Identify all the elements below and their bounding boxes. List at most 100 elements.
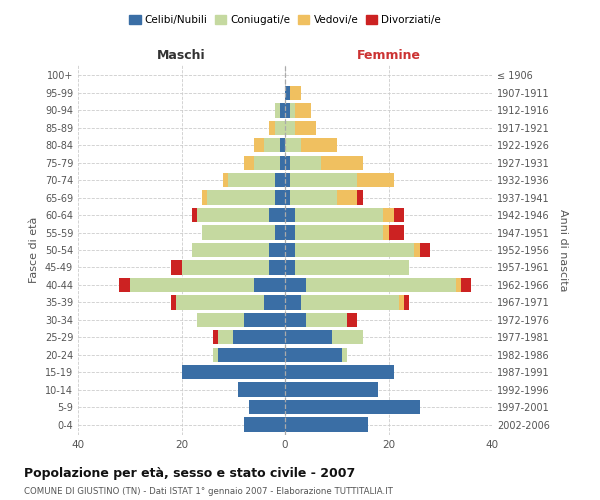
Bar	[233, 330, 285, 344]
Bar	[249, 400, 285, 414]
Bar	[269, 260, 285, 274]
Bar	[275, 173, 285, 188]
Bar	[285, 330, 332, 344]
Bar	[456, 278, 461, 292]
Bar	[394, 208, 404, 222]
Bar	[280, 103, 285, 118]
Bar	[285, 365, 394, 380]
Bar	[337, 190, 358, 205]
Bar	[192, 208, 197, 222]
Bar	[285, 190, 290, 205]
Bar	[285, 382, 378, 397]
Bar	[208, 190, 275, 205]
Bar	[285, 295, 301, 310]
Bar	[295, 226, 383, 239]
Y-axis label: Anni di nascita: Anni di nascita	[558, 209, 568, 291]
Bar	[218, 330, 233, 344]
Bar	[290, 173, 358, 188]
Bar	[197, 208, 269, 222]
Bar	[389, 226, 404, 239]
Bar	[295, 243, 415, 257]
Bar	[269, 243, 285, 257]
Bar	[295, 208, 383, 222]
Bar	[285, 226, 295, 239]
Bar	[223, 173, 228, 188]
Bar	[285, 400, 419, 414]
Bar	[290, 156, 321, 170]
Y-axis label: Fasce di età: Fasce di età	[29, 217, 39, 283]
Bar	[275, 103, 280, 118]
Bar	[197, 312, 244, 327]
Bar	[212, 330, 218, 344]
Bar	[176, 295, 265, 310]
Bar	[404, 295, 409, 310]
Bar	[182, 260, 269, 274]
Bar	[285, 418, 368, 432]
Bar	[383, 226, 389, 239]
Bar	[269, 120, 275, 135]
Bar	[301, 138, 337, 152]
Bar	[254, 278, 285, 292]
Bar	[285, 156, 290, 170]
Bar	[280, 156, 285, 170]
Bar	[415, 243, 419, 257]
Bar	[275, 120, 285, 135]
Bar	[290, 86, 301, 100]
Bar	[285, 138, 301, 152]
Legend: Celibi/Nubili, Coniugati/e, Vedovi/e, Divorziati/e: Celibi/Nubili, Coniugati/e, Vedovi/e, Di…	[125, 11, 445, 30]
Bar	[295, 103, 311, 118]
Bar	[295, 260, 409, 274]
Bar	[332, 330, 362, 344]
Bar	[238, 382, 285, 397]
Bar	[285, 312, 306, 327]
Bar	[254, 138, 265, 152]
Bar	[254, 156, 280, 170]
Bar	[171, 260, 182, 274]
Bar	[119, 278, 130, 292]
Text: Maschi: Maschi	[157, 48, 206, 62]
Bar	[244, 156, 254, 170]
Bar	[285, 120, 295, 135]
Bar	[347, 312, 358, 327]
Bar	[171, 295, 176, 310]
Bar	[285, 348, 342, 362]
Bar	[265, 295, 285, 310]
Bar	[285, 173, 290, 188]
Bar	[202, 226, 275, 239]
Text: Femmine: Femmine	[356, 48, 421, 62]
Bar	[290, 190, 337, 205]
Bar	[192, 243, 269, 257]
Bar	[321, 156, 362, 170]
Bar	[275, 190, 285, 205]
Bar	[228, 173, 275, 188]
Bar	[285, 208, 295, 222]
Bar	[461, 278, 472, 292]
Bar	[285, 103, 290, 118]
Bar	[244, 312, 285, 327]
Bar	[269, 208, 285, 222]
Bar	[130, 278, 254, 292]
Bar	[285, 243, 295, 257]
Bar	[301, 295, 399, 310]
Bar	[290, 103, 295, 118]
Text: COMUNE DI GIUSTINO (TN) - Dati ISTAT 1° gennaio 2007 - Elaborazione TUTTITALIA.I: COMUNE DI GIUSTINO (TN) - Dati ISTAT 1° …	[24, 488, 393, 496]
Bar	[285, 278, 306, 292]
Bar	[383, 208, 394, 222]
Bar	[358, 190, 362, 205]
Bar	[218, 348, 285, 362]
Bar	[265, 138, 280, 152]
Bar	[306, 278, 456, 292]
Bar	[280, 138, 285, 152]
Bar	[212, 348, 218, 362]
Bar	[182, 365, 285, 380]
Bar	[419, 243, 430, 257]
Bar	[358, 173, 394, 188]
Bar	[306, 312, 347, 327]
Bar	[285, 86, 290, 100]
Bar	[202, 190, 208, 205]
Bar	[399, 295, 404, 310]
Bar	[275, 226, 285, 239]
Bar	[285, 260, 295, 274]
Text: Popolazione per età, sesso e stato civile - 2007: Popolazione per età, sesso e stato civil…	[24, 468, 355, 480]
Bar	[244, 418, 285, 432]
